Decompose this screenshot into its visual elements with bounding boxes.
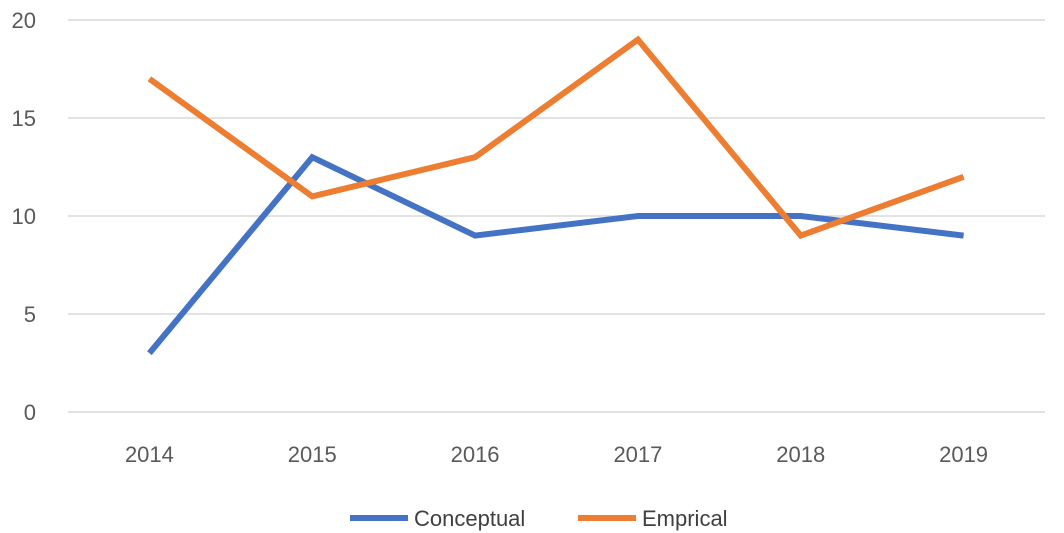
x-tick-label: 2018 xyxy=(776,442,825,467)
legend: Conceptual Emprical xyxy=(350,506,728,531)
y-axis-ticks: 0 5 10 15 20 xyxy=(12,8,36,425)
x-tick-label: 2019 xyxy=(939,442,988,467)
legend-label: Conceptual xyxy=(414,506,525,531)
legend-item-emprical: Emprical xyxy=(578,506,728,531)
series-lines xyxy=(147,35,965,356)
y-tick-label: 20 xyxy=(12,8,36,33)
legend-item-conceptual: Conceptual xyxy=(350,506,525,531)
y-tick-label: 5 xyxy=(24,302,36,327)
x-tick-label: 2016 xyxy=(451,442,500,467)
y-tick-label: 15 xyxy=(12,106,36,131)
y-tick-label: 10 xyxy=(12,204,36,229)
legend-label: Emprical xyxy=(642,506,728,531)
x-axis-ticks: 2014 2015 2016 2017 2018 2019 xyxy=(125,442,988,467)
series-line-conceptual xyxy=(147,153,964,356)
series-line-emprical xyxy=(147,35,965,240)
gridlines xyxy=(68,19,1045,413)
x-tick-label: 2014 xyxy=(125,442,174,467)
y-tick-label: 0 xyxy=(24,400,36,425)
x-tick-label: 2017 xyxy=(613,442,662,467)
x-tick-label: 2015 xyxy=(288,442,337,467)
